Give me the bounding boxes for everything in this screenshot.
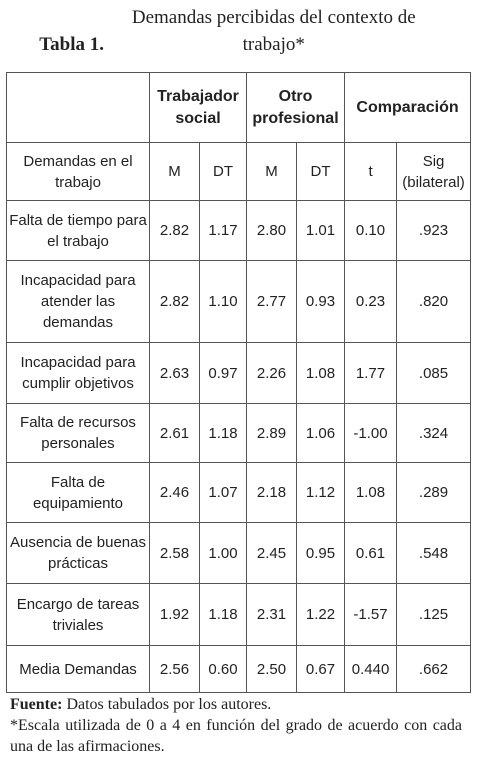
row-label: Encargo de tareas triviales (6, 583, 150, 646)
column-header: Sig (bilateral) (396, 142, 472, 201)
value-cell: 1.17 (198, 200, 248, 261)
value-cell: .324 (396, 403, 472, 463)
value-cell: 2.61 (149, 403, 200, 463)
group-header: Otro profesional (246, 72, 346, 143)
value-cell: 0.93 (296, 260, 346, 343)
value-cell: 1.01 (296, 200, 346, 261)
value-cell: 2.58 (149, 522, 200, 584)
row-label: Media Demandas (6, 645, 150, 693)
value-cell: 2.50 (246, 645, 298, 693)
value-cell: 2.89 (246, 403, 298, 463)
title-text: Demandas percibidas del contexto de trab… (131, 7, 416, 55)
group-header: Comparación (344, 72, 472, 143)
value-cell: 2.82 (149, 260, 200, 343)
value-cell: 1.77 (344, 342, 398, 404)
value-cell: 1.08 (344, 462, 398, 523)
value-cell: 1.10 (198, 260, 248, 343)
value-cell: .085 (396, 342, 472, 404)
value-cell: 1.06 (296, 403, 346, 463)
value-cell: -1.00 (344, 403, 398, 463)
value-cell: -1.57 (344, 583, 398, 646)
value-cell: 1.22 (296, 583, 346, 646)
value-cell: 1.92 (149, 583, 200, 646)
table-footer: Fuente: Datos tabulados por los autores.… (10, 694, 462, 757)
column-header: Demandas en el trabajo (6, 142, 150, 201)
value-cell: 2.26 (246, 342, 298, 404)
value-cell: 2.80 (246, 200, 298, 261)
column-header: DT (198, 142, 248, 201)
table-row: Falta de tiempo para el trabajo 2.82 1.17 2… (6, 200, 472, 261)
row-label: Falta de recursos personales (6, 403, 150, 463)
table-row: Incapacidad para cumplir objetivos 2.63 0.… (6, 342, 472, 404)
row-label: Falta de equipamiento (6, 462, 150, 523)
column-header: M (149, 142, 200, 201)
note: *Escala utilizada de 0 a 4 en función de… (10, 717, 462, 755)
group-header: Trabajador social (148, 72, 248, 143)
table-row: Encargo de tareas triviales 1.92 1.18 2.31 1… (6, 583, 472, 646)
value-cell: 2.63 (149, 342, 200, 404)
value-cell: 2.82 (149, 200, 200, 261)
table-row: Trabajador social Otro profesional Compara… (6, 72, 472, 143)
value-cell: .548 (396, 522, 472, 584)
value-cell: 2.45 (246, 522, 298, 584)
row-label: Incapacidad para atender las demandas (6, 260, 150, 343)
value-cell: 1.08 (296, 342, 346, 404)
row-label: Ausencia de buenas prácticas (6, 522, 150, 584)
header-cell (6, 72, 150, 143)
column-header: DT (296, 142, 346, 201)
value-cell: .820 (396, 260, 472, 343)
table-row: Falta de recursos personales 2.61 1.18 2.89… (6, 403, 472, 463)
value-cell: 1.12 (296, 462, 346, 523)
column-header: t (344, 142, 398, 201)
value-cell: 2.18 (246, 462, 298, 523)
value-cell: 0.67 (296, 645, 346, 693)
value-cell: 0.10 (344, 200, 398, 261)
value-cell: .662 (396, 645, 472, 693)
value-cell: 0.61 (344, 522, 398, 584)
value-cell: 0.97 (198, 342, 248, 404)
value-cell: 2.77 (246, 260, 298, 343)
value-cell: 1.00 (198, 522, 248, 584)
row-label: Falta de tiempo para el trabajo (6, 200, 150, 261)
value-cell: 2.31 (246, 583, 298, 646)
value-cell: 1.18 (198, 583, 248, 646)
source-text: Datos tabulados por los autores. (66, 696, 272, 713)
value-cell: 1.07 (198, 462, 248, 523)
value-cell: 0.95 (296, 522, 346, 584)
value-cell: .125 (396, 583, 472, 646)
table-row: Incapacidad para atender las demandas 2.8… (6, 260, 472, 343)
table-title: Tabla 1. Demandas percibidas del context… (0, 4, 478, 58)
value-cell: 0.440 (344, 645, 398, 693)
value-cell: 0.60 (198, 645, 248, 693)
value-cell: 0.23 (344, 260, 398, 343)
title-label: Tabla 1. (39, 34, 105, 55)
source: Fuente: Datos tabulados por los autores. (10, 694, 462, 715)
value-cell: 1.18 (198, 403, 248, 463)
column-header: M (246, 142, 298, 201)
value-cell: .289 (396, 462, 472, 523)
table-row: Ausencia de buenas prácticas 2.58 1.00 2.45… (6, 522, 472, 584)
source-label: Fuente: (10, 696, 63, 713)
table-row: Demandas en el trabajo M DT M DT t Sig (bilate… (6, 142, 472, 201)
value-cell: 2.46 (149, 462, 200, 523)
value-cell: 2.56 (149, 645, 200, 693)
data-table: Trabajador social Otro profesional Compara… (6, 72, 472, 693)
table-row: Falta de equipamiento 2.46 1.07 2.18 1.12 1.0… (6, 462, 472, 523)
table-row: Media Demandas 2.56 0.60 2.50 0.67 0.440.662 (6, 645, 472, 693)
row-label: Incapacidad para cumplir objetivos (6, 342, 150, 404)
value-cell: .923 (396, 200, 472, 261)
